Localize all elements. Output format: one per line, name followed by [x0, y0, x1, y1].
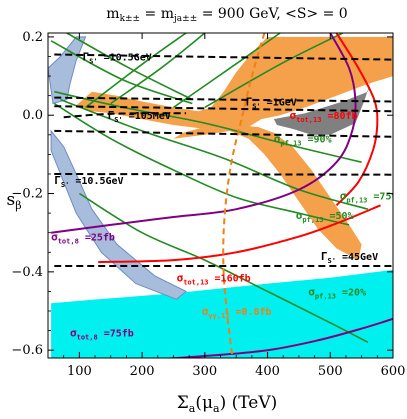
contour-line-black-dashed-1 — [54, 96, 393, 103]
cyan-region — [51, 269, 393, 358]
x-tick-label: 300 — [192, 364, 217, 379]
contour-annotation-1: ΓS' =1GeV — [246, 95, 297, 110]
contour-annotation-2: ΓS' =105MeV — [108, 109, 171, 124]
contour-annotation-6: σpf,13 =75% — [340, 189, 398, 204]
contour-line-red-9 — [98, 204, 381, 264]
axes-layer: 100 200 300 400 500 600 0.2 0.0 −0.2 −0.4 −0.6 — [11, 30, 405, 379]
y-tick-label: −0.4 — [11, 265, 43, 280]
contour-annotation-5: ΓS' =10.5GeV — [54, 174, 123, 189]
x-tick-label: 100 — [67, 364, 92, 379]
contour-annotation-13: σtot,8 =75fb — [70, 327, 134, 342]
y-tick-label: 0.2 — [22, 30, 43, 45]
contour-line-green-20 — [53, 102, 350, 226]
contour-line-green-16 — [110, 33, 206, 105]
contour-line-green-21 — [78, 192, 369, 344]
x-tick-label: 500 — [318, 364, 343, 379]
contour-line-purple-10 — [50, 33, 357, 234]
chart-title: mk±± = mja±± = 900 GeV, <S> = 0 — [106, 6, 347, 24]
y-tick-label: −0.2 — [11, 187, 43, 202]
contour-annotation-8: σtot,8 =25fb — [51, 231, 115, 246]
contour-line-black-dashed-4 — [54, 129, 393, 138]
contour-line-black-dashed-3 — [63, 112, 187, 119]
y-tick-label: 0.0 — [22, 108, 43, 123]
contour-line-green-17 — [173, 33, 281, 109]
y-axis-label: sβ — [6, 190, 21, 212]
contour-line-purple-11 — [161, 317, 393, 358]
contour-line-black-dashed-0 — [54, 53, 393, 61]
contour-line-green-18 — [204, 33, 344, 109]
contour-line-red-8 — [335, 33, 379, 206]
contour-annotation-3: σtot,13 =80fb — [290, 109, 358, 124]
contour-annotation-12: σγγ,13 =0.8fb — [202, 305, 272, 320]
orange-region-lower — [173, 125, 362, 261]
contour-line-green-14 — [66, 33, 193, 101]
x-tick-label: 400 — [255, 364, 280, 379]
x-tick-label: 600 — [381, 364, 406, 379]
contour-line-green-19 — [60, 98, 369, 210]
contour-line-orange-dashed-7 — [222, 33, 266, 358]
contour-annotation-10: σtot,13 =160fb — [177, 272, 251, 287]
contour-annotation-4: σpf,13 =90% — [274, 133, 332, 148]
x-axis-label: Σa(μa) (TeV) — [177, 393, 278, 415]
gray-region — [273, 80, 371, 135]
contour-annotation-7: σpf,13 =50% — [296, 209, 354, 224]
y-tick-label: −0.6 — [11, 343, 43, 358]
contour-annotation-0: ΓS' =10.5GeV — [83, 50, 152, 65]
blue-region-band — [50, 129, 187, 300]
contour-line-green-15 — [85, 33, 187, 109]
plot-layer: ΓS' =10.5GeV ΓS' =1GeV ΓS' =105MeV σtot,13 … — [48, 33, 398, 358]
x-tick-label: 200 — [130, 364, 155, 379]
contour-annotation-11: σpf,13 =20% — [308, 285, 366, 300]
contour-annotation-9: ΓS' =45GeV — [321, 250, 378, 265]
contour-line-black-dashed-5 — [54, 173, 393, 176]
contour-line-black-dashed-2 — [54, 105, 393, 113]
contour-line-green-12 — [54, 90, 362, 163]
